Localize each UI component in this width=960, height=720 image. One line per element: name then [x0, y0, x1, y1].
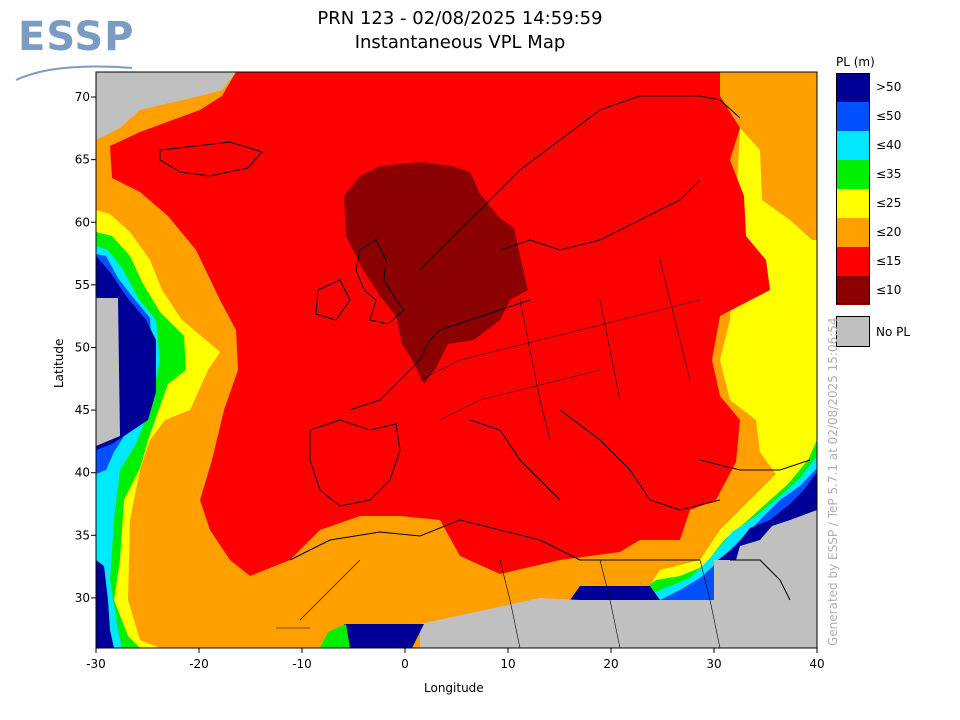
zone-west-nopl	[96, 298, 120, 446]
legend-swatch	[836, 218, 870, 247]
coastlines	[159, 95, 811, 601]
legend-label: ≤15	[876, 254, 902, 268]
map-title: PRN 123 - 02/08/2025 14:59:59	[317, 8, 603, 29]
legend-label: ≤20	[876, 225, 902, 239]
legend-swatch	[836, 73, 870, 102]
y-tick-label: 50	[75, 340, 90, 354]
x-tick-label: 20	[603, 657, 618, 671]
legend-item: ≤10	[836, 276, 956, 305]
iceland-outline	[159, 141, 263, 177]
zone-south-navy	[344, 624, 424, 648]
y-tick-label: 60	[75, 215, 90, 229]
x-tick-label: -30	[86, 657, 106, 671]
legend-title: PL (m)	[836, 55, 875, 69]
legend-label: ≤40	[876, 138, 902, 152]
legend-item: ≤20	[836, 218, 956, 247]
axis-ticks: -30 -20 -10 0 10 20 30 40 70 65 60 55 50 45 40 35 30	[75, 90, 825, 671]
legend-label: ≤35	[876, 167, 902, 181]
legend-item: ≤50	[836, 102, 956, 131]
y-tick-label: 65	[75, 153, 90, 167]
legend-label: ≤50	[876, 109, 902, 123]
y-tick-label: 70	[75, 90, 90, 104]
legend-swatch	[836, 131, 870, 160]
x-tick-label: 40	[809, 657, 824, 671]
zone-le10	[344, 162, 528, 384]
essp-logo: ESSP	[14, 14, 135, 81]
legend-item-nopl: No PL	[836, 316, 956, 348]
italy-coast	[469, 419, 561, 501]
x-tick-label: -10	[292, 657, 312, 671]
x-tick-label: 0	[401, 657, 409, 671]
legend-swatch	[836, 189, 870, 218]
map-subtitle: Instantaneous VPL Map	[354, 32, 566, 53]
generated-by-text: Generated by ESSP / TeP 5.7.1 at 02/08/2…	[826, 317, 840, 646]
legend-swatch	[836, 276, 870, 305]
x-axis-label: Longitude	[424, 681, 484, 695]
zone-nw-nopl	[96, 72, 236, 140]
great-britain-outline	[355, 239, 405, 325]
legend-swatch-nopl	[836, 316, 870, 347]
levant-coast	[730, 559, 791, 601]
borders	[276, 259, 721, 648]
legend-item: ≤25	[836, 189, 956, 218]
zone-sw-navy	[96, 560, 114, 648]
legend-swatch	[836, 247, 870, 276]
legend-label: >50	[876, 80, 902, 94]
y-tick-label: 40	[75, 466, 90, 480]
zone-se-nopl	[660, 510, 817, 648]
y-tick-label: 55	[75, 278, 90, 292]
legend-item: >50	[836, 73, 956, 102]
north-africa-coast	[289, 519, 700, 561]
map-plot-area	[96, 72, 817, 648]
legend-label: ≤10	[876, 283, 902, 297]
iberia-outline	[309, 419, 401, 507]
logo-text: ESSP	[18, 14, 135, 60]
y-axis-label: Latitude	[52, 338, 66, 388]
y-tick-label: 35	[75, 528, 90, 542]
channel-coast	[349, 299, 531, 411]
balkans-coast	[559, 409, 721, 511]
ireland-outline	[315, 279, 351, 321]
x-tick-label: 30	[706, 657, 721, 671]
legend-swatch	[836, 102, 870, 131]
x-tick-label: -20	[189, 657, 209, 671]
legend-item: ≤40	[836, 131, 956, 160]
y-tick-label: 30	[75, 591, 90, 605]
legend-label-nopl: No PL	[876, 325, 911, 339]
zone-west-orange	[96, 178, 420, 624]
logo-orbit-icon	[15, 65, 133, 81]
scandinavia-coast	[419, 95, 741, 271]
legend-item: ≤35	[836, 160, 956, 189]
legend-label: ≤25	[876, 196, 902, 210]
baltic-coast	[499, 179, 701, 251]
y-tick-label: 45	[75, 403, 90, 417]
legend-swatch	[836, 160, 870, 189]
legend-item: ≤15	[836, 247, 956, 276]
x-tick-label: 10	[500, 657, 515, 671]
black-sea-coast	[699, 459, 811, 471]
zone-south-nopl	[420, 598, 660, 648]
zone-south-green	[320, 624, 350, 648]
plot-frame	[95, 71, 818, 649]
